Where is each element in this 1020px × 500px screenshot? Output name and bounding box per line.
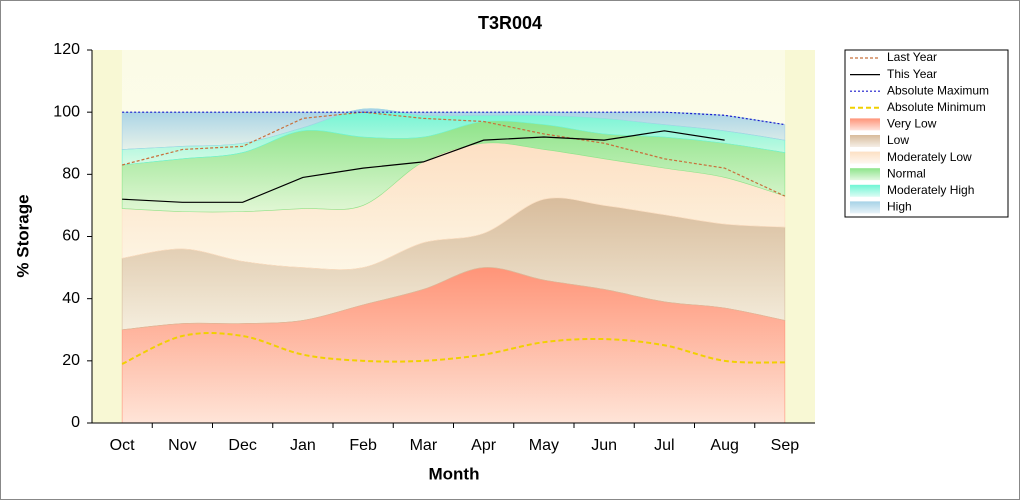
series-line	[122, 111, 785, 126]
legend-swatch	[850, 151, 880, 164]
y-tick-label: 40	[62, 290, 80, 307]
x-axis-title: Month	[429, 464, 480, 483]
legend-label: This Year	[887, 67, 937, 81]
x-tick-label: Jan	[290, 437, 316, 454]
legend-label: Absolute Minimum	[887, 100, 986, 114]
y-tick-label: 0	[71, 414, 80, 431]
x-tick-label: Dec	[228, 437, 256, 454]
x-tick-label: Feb	[349, 437, 377, 454]
legend-swatch	[850, 118, 880, 131]
x-tick-label: Nov	[168, 437, 196, 454]
legend-label: Normal	[887, 166, 926, 180]
x-tick-label: Sep	[771, 437, 800, 454]
legend-swatch	[850, 184, 880, 197]
x-tick-label: Mar	[410, 437, 438, 454]
series-line	[122, 130, 725, 203]
x-tick-label: Aug	[710, 437, 738, 454]
x-tick-label: May	[529, 437, 559, 454]
y-tick-label: 100	[53, 103, 80, 120]
legend-label: High	[887, 200, 912, 214]
y-tick-label: 80	[62, 166, 80, 183]
y-tick-label: 20	[62, 352, 80, 369]
y-tick-label: 120	[53, 41, 80, 58]
plot-edge	[92, 50, 122, 423]
legend-swatch	[850, 135, 880, 147]
legend-label: Absolute Maximum	[887, 83, 989, 97]
x-tick-label: Apr	[471, 437, 497, 454]
y-axis-title: % Storage	[13, 194, 32, 277]
chart-title: T3R004	[478, 13, 542, 33]
legend-swatch	[850, 168, 880, 181]
legend-label: Last Year	[887, 50, 937, 64]
legend-label: Moderately High	[887, 183, 974, 197]
x-tick-label: Jul	[654, 437, 674, 454]
plot-edge	[785, 50, 815, 423]
series-line	[121, 332, 785, 365]
legend-swatch	[850, 201, 880, 214]
x-tick-label: Oct	[110, 437, 135, 454]
x-tick-label: Jun	[591, 437, 617, 454]
legend-label: Very Low	[887, 117, 937, 131]
legend-label: Moderately Low	[887, 150, 972, 164]
series-line	[121, 111, 786, 197]
y-tick-label: 60	[62, 228, 80, 245]
legend-label: Low	[887, 133, 909, 147]
